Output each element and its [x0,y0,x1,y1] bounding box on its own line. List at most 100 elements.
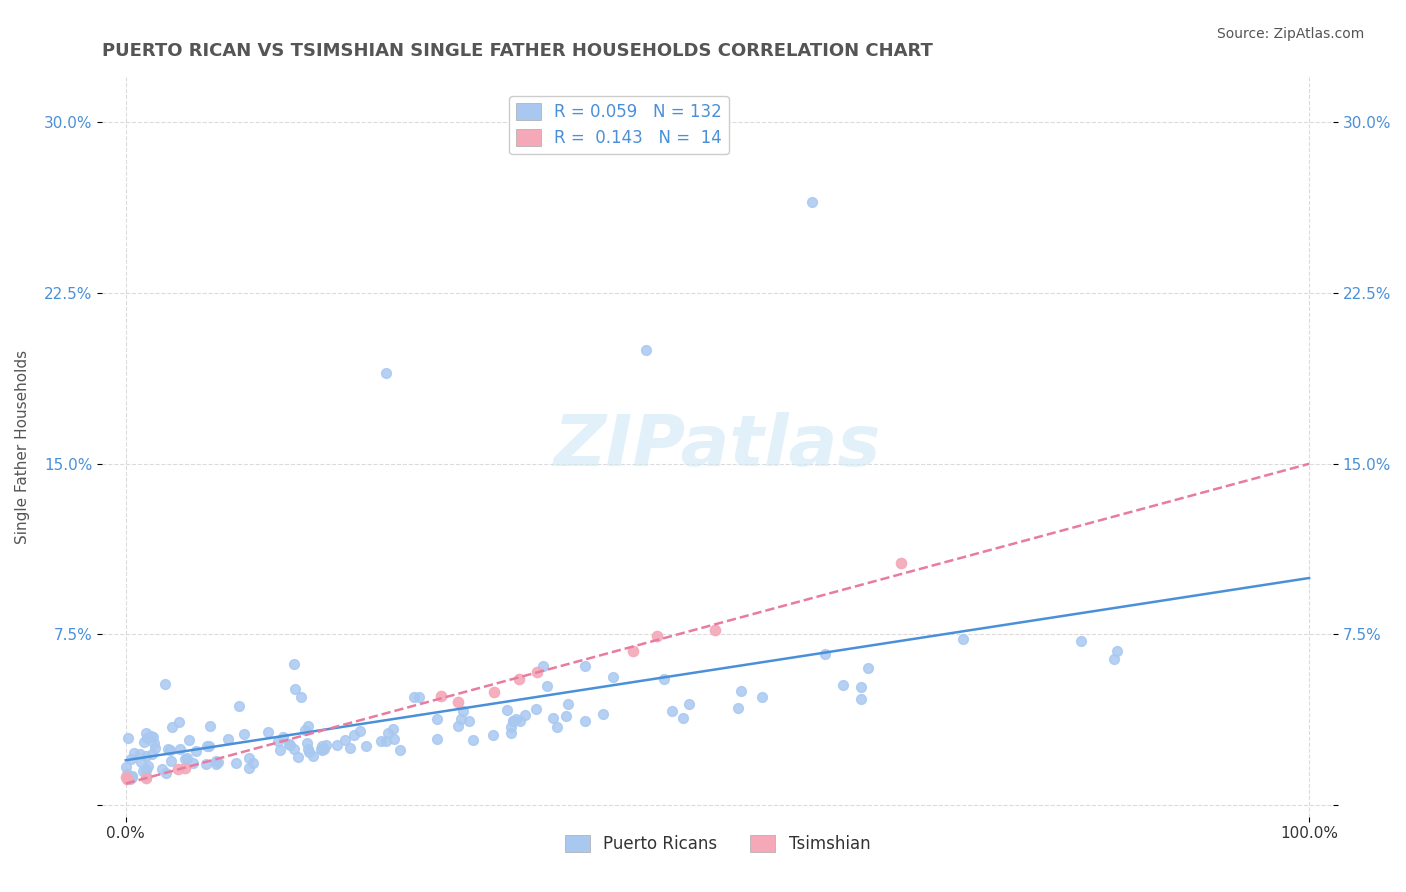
Point [205,755,228,769]
Point [661,704,683,718]
Point [602,670,624,684]
Point [135,725,157,739]
Point [402,690,425,704]
Point [238,750,260,764]
Point [225,756,247,770]
Point [730,683,752,698]
Point [135,763,157,777]
Point [621,644,644,658]
Point [463,733,485,747]
Point [284,681,307,696]
Point [524,702,547,716]
Point [312,741,335,756]
Point [121,769,143,783]
Point [162,720,184,734]
Point [135,731,157,745]
Point [115,760,138,774]
Point [120,771,142,785]
Point [849,691,872,706]
Text: PUERTO RICAN VS TSIMSHIAN SINGLE FATHER HOUSEHOLDS CORRELATION CHART: PUERTO RICAN VS TSIMSHIAN SINGLE FATHER … [103,42,934,60]
Point [555,708,578,723]
Point [333,733,356,747]
Y-axis label: Single Father Households: Single Father Households [15,350,30,543]
Point [592,706,614,721]
Point [647,629,669,643]
Point [135,748,157,763]
Point [301,748,323,763]
Point [382,731,405,746]
Point [557,697,579,711]
Point [120,772,142,786]
Point [115,772,138,786]
Point [502,714,524,728]
Point [160,754,183,768]
Point [636,343,658,357]
Point [457,714,479,728]
Point [447,695,470,709]
Point [176,751,198,765]
Point [574,658,596,673]
Point [135,769,157,783]
Point [426,712,449,726]
Point [135,771,157,785]
Point [370,733,392,747]
Point [283,657,305,671]
Point [117,731,139,746]
Text: Source: ZipAtlas.com: Source: ZipAtlas.com [1216,27,1364,41]
Point [195,739,218,753]
Point [141,747,163,761]
Point [496,703,519,717]
Point [169,714,191,729]
Point [349,723,371,738]
Point [801,194,824,209]
Point [526,665,548,680]
Point [382,722,405,736]
Point [233,727,256,741]
Point [727,701,749,715]
Point [1102,652,1125,666]
Point [129,755,152,769]
Point [513,707,536,722]
Point [159,742,181,756]
Point [505,712,527,726]
Point [388,743,411,757]
Point [136,758,159,772]
Point [115,767,138,781]
Point [536,679,558,693]
Point [135,762,157,776]
Point [541,710,564,724]
Point [546,720,568,734]
Point [143,736,166,750]
Point [257,724,280,739]
Point [167,762,190,776]
Point [849,680,872,694]
Point [354,739,377,753]
Point [751,690,773,704]
Point [832,678,855,692]
Point [856,660,879,674]
Point [451,704,474,718]
Point [408,690,430,704]
Point [283,741,305,756]
Point [228,699,250,714]
Point [531,659,554,673]
Point [430,689,453,703]
Point [198,739,221,753]
Point [339,740,361,755]
Point [343,728,366,742]
Point [326,738,349,752]
Point [242,756,264,771]
Point [128,747,150,761]
Point [115,770,138,784]
Point [139,729,162,743]
Point [205,757,228,772]
Point [295,736,318,750]
Point [150,762,173,776]
Point [273,730,295,744]
Point [184,743,207,757]
Point [287,750,309,764]
Point [652,673,675,687]
Point [482,685,505,699]
Point [121,771,143,785]
Point [153,676,176,690]
